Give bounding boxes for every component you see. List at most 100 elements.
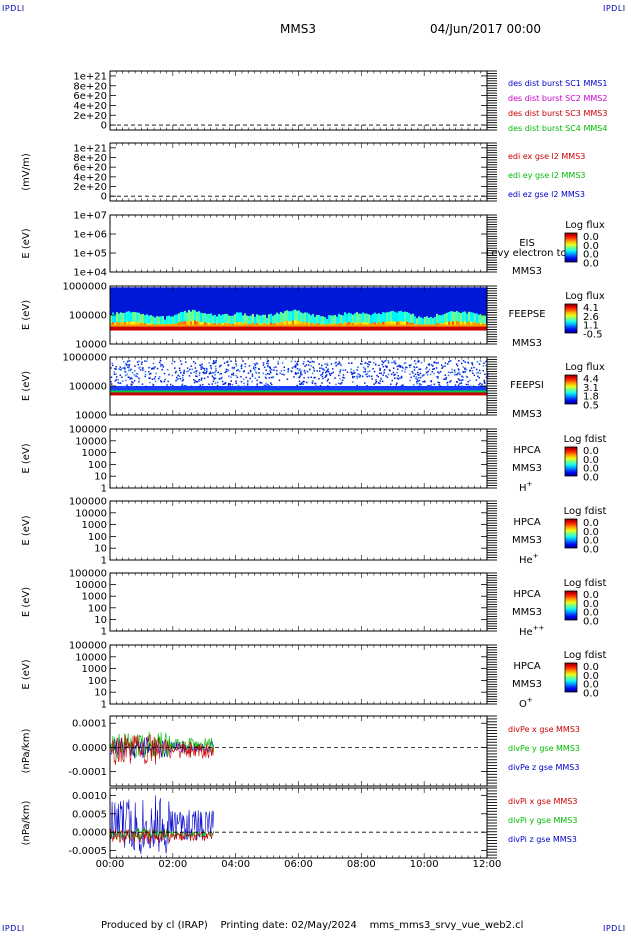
heatmap-cell (130, 312, 132, 327)
heatmap-dot (383, 372, 385, 374)
heatmap-dot (233, 366, 236, 369)
heatmap-dot (400, 385, 403, 387)
heatmap-dot (233, 367, 235, 370)
heatmap-dot (338, 382, 341, 385)
heatmap-dot (447, 374, 450, 377)
heatmap-dot (139, 366, 141, 369)
heatmap-dot (411, 371, 413, 373)
colorbar-tick-label: 0.0 (583, 472, 599, 483)
heatmap-dot (260, 382, 263, 384)
heatmap-dot (366, 385, 368, 387)
y-tick-label: 1e+21 (73, 71, 107, 82)
heatmap-dot (435, 367, 438, 369)
heatmap-cell (352, 314, 354, 327)
heatmap-dot (138, 380, 140, 383)
heatmap-dot (441, 364, 443, 366)
y-tick-label: 1 (101, 700, 107, 711)
heatmap-cell (450, 311, 452, 327)
heatmap-dot (240, 365, 243, 368)
heatmap-dot (190, 385, 193, 388)
heatmap-dot (420, 361, 423, 364)
heatmap-dot (171, 384, 174, 387)
heatmap-cell (154, 317, 156, 327)
colorbar-tick-label: 0.0 (583, 527, 599, 538)
footer: Produced by cl (IRAP) Printing date: 02/… (101, 920, 523, 931)
heatmap-cell (116, 321, 118, 327)
heatmap-dot (262, 364, 265, 366)
heatmap-dot (327, 368, 329, 370)
heatmap-cell (212, 315, 214, 327)
heatmap-dot (413, 360, 416, 362)
heatmap-dot (225, 368, 228, 371)
heatmap-dot (321, 375, 324, 378)
heatmap-dot (381, 363, 384, 366)
y-tick-label: 100000 (69, 425, 107, 436)
heatmap-dot (442, 366, 444, 368)
heatmap-cell (406, 321, 408, 327)
legend-entry: des dist burst SC3 MMS3 (508, 109, 607, 118)
heatmap-dot (438, 371, 441, 374)
heatmap-dot (303, 380, 305, 383)
heatmap-dot (479, 360, 482, 362)
heatmap-dot (200, 366, 203, 369)
heatmap-cell (120, 312, 122, 327)
heatmap-dot (366, 373, 368, 375)
heatmap-cell (148, 315, 150, 327)
heatmap-dot (433, 372, 435, 375)
heatmap-cell (144, 315, 146, 327)
heatmap-dot (458, 371, 460, 374)
heatmap-dot (115, 373, 117, 375)
heatmap-cell (394, 311, 396, 327)
heatmap-dot (262, 372, 265, 375)
y-axis-label: E (eV) (21, 228, 32, 258)
heatmap-cell (224, 313, 226, 327)
heatmap-dot (464, 361, 467, 363)
heatmap-dot (224, 382, 227, 384)
heatmap-dot (467, 362, 470, 365)
spacecraft-label: MMS3 (512, 607, 542, 618)
heatmap-cell (440, 315, 442, 327)
heatmap-cell (128, 321, 130, 327)
heatmap-dot (417, 380, 419, 382)
heatmap-dot (325, 366, 328, 369)
heatmap-cell (180, 311, 182, 327)
heatmap-cell (340, 314, 342, 327)
heatmap-dot (303, 377, 305, 379)
heatmap-dot (235, 365, 238, 367)
heatmap-cell (110, 314, 112, 327)
heatmap-cell (184, 310, 186, 327)
heatmap-cell (342, 315, 344, 327)
y-tick-label: 100000 (69, 497, 107, 508)
heatmap-dot (127, 376, 130, 378)
heatmap-dot (148, 366, 151, 369)
heatmap-dot (225, 370, 228, 373)
heatmap-dot (310, 365, 312, 367)
heatmap-cell (294, 320, 296, 327)
heatmap-dot (435, 362, 438, 364)
heatmap-dot (416, 371, 419, 374)
heatmap-cell (356, 312, 358, 327)
heatmap-dot (396, 371, 398, 374)
heatmap-dot (247, 372, 250, 374)
heatmap-dot (334, 362, 336, 365)
heatmap-dot (366, 362, 369, 365)
heatmap-dot (356, 384, 358, 387)
heatmap-dot (388, 369, 391, 371)
heatmap-dot (181, 377, 184, 379)
heatmap-cell (328, 315, 330, 327)
heatmap-dot (386, 365, 388, 368)
heatmap-dot (350, 371, 352, 373)
heatmap-dot (201, 377, 203, 380)
panel-divpe: 0.0001 0.0000 -0.0001 (nPa/km) divPe x gse M… (21, 715, 580, 787)
heatmap-dot (462, 366, 465, 368)
y-tick-label: 2e+20 (73, 111, 107, 122)
heatmap-cell (184, 321, 186, 327)
heatmap-dot (466, 376, 469, 378)
heatmap-cell (276, 322, 278, 327)
y-tick-label: 10 (94, 472, 107, 483)
heatmap-dot (419, 383, 421, 386)
x-tick-label: 02:00 (158, 859, 187, 870)
heatmap-cell (446, 322, 448, 327)
heatmap-dot (294, 373, 297, 375)
